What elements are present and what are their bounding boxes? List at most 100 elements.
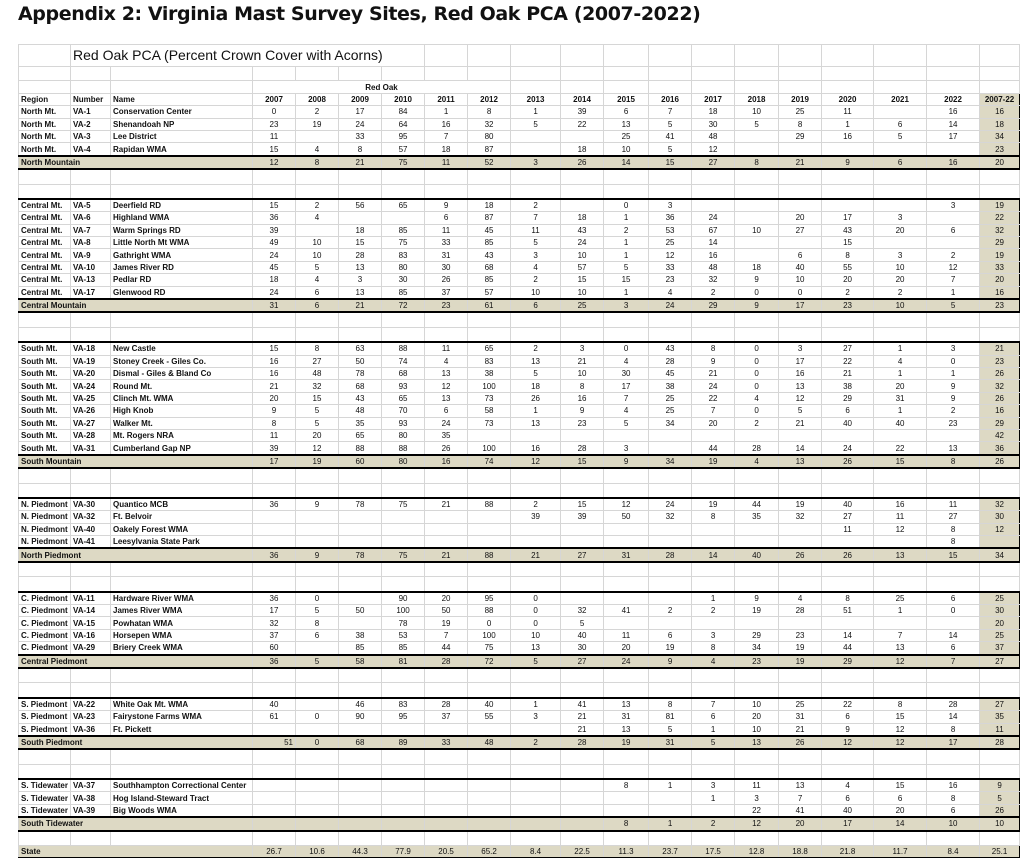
value-cell[interactable] [778, 535, 823, 549]
value-cell[interactable]: 15 [252, 142, 296, 157]
empty-cell[interactable] [70, 561, 111, 578]
value-cell[interactable]: 87 [467, 211, 512, 225]
value-cell[interactable]: 68 [467, 260, 512, 275]
value-cell[interactable]: 11 [926, 496, 981, 512]
site-name-cell[interactable]: Clinch Mt. WMA [110, 391, 253, 406]
summary-value-cell[interactable]: 23 [424, 298, 469, 314]
value-cell[interactable]: 20 [873, 379, 928, 393]
summary-value-cell[interactable]: 52 [467, 154, 512, 171]
empty-cell[interactable] [603, 467, 650, 484]
empty-cell[interactable] [252, 467, 296, 484]
value-cell[interactable]: 88 [467, 496, 512, 512]
summary-value-cell[interactable]: 16 [424, 453, 469, 470]
summary-value-cell[interactable]: 13 [873, 547, 928, 563]
empty-cell[interactable] [467, 467, 512, 484]
value-cell[interactable]: 7 [424, 628, 469, 643]
empty-cell[interactable] [778, 44, 823, 67]
summary-value-cell[interactable]: 12 [734, 816, 780, 832]
value-cell[interactable]: 37 [424, 285, 469, 300]
column-header-year[interactable]: 2018 [734, 92, 780, 107]
state-value-cell[interactable]: 77.9 [380, 845, 426, 858]
summary-value-cell[interactable]: 6 [295, 298, 339, 314]
value-cell[interactable]: 30 [560, 641, 605, 656]
value-cell[interactable]: 1 [424, 105, 469, 119]
site-name-cell[interactable]: Ft. Pickett [110, 722, 253, 737]
empty-cell[interactable] [873, 748, 928, 765]
empty-cell[interactable] [70, 682, 111, 699]
value-cell[interactable] [873, 535, 928, 549]
value-cell[interactable]: 3 [873, 211, 928, 225]
value-cell[interactable]: 50 [338, 354, 382, 369]
column-header-year[interactable]: 2010 [380, 92, 426, 107]
site-number-cell[interactable]: VA-38 [70, 791, 111, 805]
value-cell[interactable]: 95 [380, 710, 426, 724]
value-cell[interactable]: 0 [252, 105, 296, 119]
value-cell[interactable] [691, 428, 736, 443]
value-cell[interactable]: 2 [295, 105, 339, 119]
empty-cell[interactable] [560, 326, 605, 343]
value-cell[interactable]: 20 [873, 273, 928, 287]
empty-cell[interactable] [70, 311, 111, 328]
average-cell[interactable]: 33 [979, 260, 1021, 275]
value-cell[interactable]: 93 [380, 416, 426, 430]
value-cell[interactable]: 44 [821, 641, 875, 656]
summary-value-cell[interactable]: 81 [380, 653, 426, 669]
value-cell[interactable]: 5 [510, 236, 562, 250]
value-cell[interactable]: 7 [691, 696, 736, 712]
value-cell[interactable] [603, 590, 650, 606]
empty-cell[interactable] [821, 682, 875, 699]
empty-cell[interactable] [252, 168, 296, 185]
empty-cell[interactable] [926, 65, 981, 82]
value-cell[interactable] [648, 590, 693, 606]
value-cell[interactable]: 24 [691, 379, 736, 393]
empty-cell[interactable] [979, 667, 1021, 684]
empty-cell[interactable] [18, 667, 71, 684]
value-cell[interactable] [560, 791, 605, 805]
region-cell[interactable]: South Mt. [18, 391, 71, 406]
value-cell[interactable]: 14 [926, 710, 981, 724]
average-cell[interactable]: 16 [979, 105, 1021, 119]
value-cell[interactable] [295, 803, 339, 818]
value-cell[interactable]: 2 [926, 404, 981, 418]
site-name-cell[interactable]: Big Woods WMA [110, 803, 253, 818]
site-name-cell[interactable]: Southhampton Correctional Center [110, 778, 253, 793]
summary-value-cell[interactable]: 40 [734, 547, 780, 563]
empty-cell[interactable] [979, 467, 1021, 484]
empty-cell[interactable] [603, 65, 650, 82]
state-value-cell[interactable]: 65.2 [467, 845, 512, 858]
empty-cell[interactable] [338, 168, 382, 185]
empty-cell[interactable] [295, 183, 339, 200]
value-cell[interactable]: 3 [691, 778, 736, 793]
value-cell[interactable] [873, 105, 928, 119]
empty-cell[interactable] [648, 748, 693, 765]
value-cell[interactable]: 3 [510, 248, 562, 262]
value-cell[interactable] [648, 522, 693, 537]
empty-cell[interactable] [979, 65, 1021, 82]
empty-cell[interactable] [338, 467, 382, 484]
value-cell[interactable]: 18 [467, 197, 512, 213]
empty-cell[interactable] [926, 748, 981, 765]
empty-cell[interactable] [467, 830, 512, 847]
empty-cell[interactable] [873, 667, 928, 684]
site-number-cell[interactable]: VA-7 [70, 223, 111, 238]
value-cell[interactable]: 0 [467, 616, 512, 630]
value-cell[interactable]: 21 [778, 722, 823, 737]
value-cell[interactable]: 6 [926, 803, 981, 818]
site-name-cell[interactable]: Rapidan WMA [110, 142, 253, 157]
summary-value-cell[interactable]: 9 [603, 453, 650, 470]
empty-cell[interactable] [603, 326, 650, 343]
value-cell[interactable]: 73 [467, 416, 512, 430]
summary-value-cell[interactable]: 75 [380, 154, 426, 171]
value-cell[interactable]: 38 [338, 628, 382, 643]
site-name-cell[interactable]: Highland WMA [110, 211, 253, 225]
value-cell[interactable]: 100 [380, 603, 426, 618]
empty-cell[interactable] [979, 183, 1021, 200]
value-cell[interactable]: 85 [467, 273, 512, 287]
value-cell[interactable]: 43 [821, 223, 875, 238]
empty-cell[interactable] [424, 576, 469, 593]
value-cell[interactable]: 18 [560, 142, 605, 157]
empty-cell[interactable] [734, 748, 780, 765]
value-cell[interactable]: 17 [603, 379, 650, 393]
value-cell[interactable]: 12 [926, 260, 981, 275]
empty-cell[interactable] [603, 311, 650, 328]
